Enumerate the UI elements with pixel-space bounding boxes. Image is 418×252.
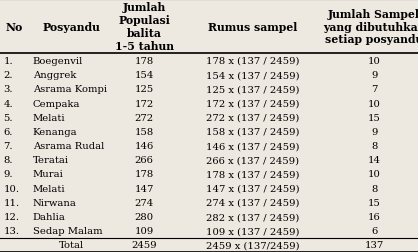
Text: 6: 6 [371,226,377,235]
Text: 2.: 2. [3,71,13,80]
Text: 3.: 3. [3,85,13,94]
Text: 146 x (137 / 2459): 146 x (137 / 2459) [206,142,300,150]
Text: 10: 10 [368,170,380,179]
Text: 178: 178 [135,170,154,179]
Text: 9: 9 [371,128,377,136]
Text: 10.: 10. [3,184,19,193]
Text: 15: 15 [368,198,380,207]
Text: 158: 158 [135,128,154,136]
Text: 274: 274 [135,198,154,207]
Text: 7.: 7. [3,142,13,150]
Text: 266: 266 [135,156,154,165]
Text: 10: 10 [368,99,380,108]
Text: 1.: 1. [3,57,13,66]
Text: 7: 7 [371,85,377,94]
Text: 272: 272 [135,113,154,122]
Text: Kenanga: Kenanga [33,128,77,136]
Text: Melati: Melati [33,184,65,193]
Text: 14: 14 [367,156,381,165]
Text: 109 x (137 / 2459): 109 x (137 / 2459) [206,226,300,235]
Text: 9.: 9. [3,170,13,179]
Text: Posyandu: Posyandu [42,22,100,33]
Text: Jumlah
Populasi
balita
1-5 tahun: Jumlah Populasi balita 1-5 tahun [115,3,174,52]
Text: 12.: 12. [3,212,19,221]
Text: 4.: 4. [3,99,13,108]
Text: 6.: 6. [3,128,13,136]
Text: 2459: 2459 [131,240,157,249]
Text: 280: 280 [135,212,154,221]
Text: Total: Total [59,240,84,249]
Text: 109: 109 [135,226,154,235]
Text: 274 x (137 / 2459): 274 x (137 / 2459) [206,198,300,207]
Text: 137: 137 [364,240,384,249]
Text: 266 x (137 / 2459): 266 x (137 / 2459) [206,156,299,165]
Text: 125 x (137 / 2459): 125 x (137 / 2459) [206,85,300,94]
Text: 8: 8 [371,184,377,193]
Text: Rumus sampel: Rumus sampel [208,22,298,33]
Text: 146: 146 [135,142,154,150]
Text: 282 x (137 / 2459): 282 x (137 / 2459) [206,212,300,221]
Text: 172: 172 [135,99,154,108]
Text: 158 x (137 / 2459): 158 x (137 / 2459) [206,128,300,136]
Text: Nirwana: Nirwana [33,198,76,207]
Text: 125: 125 [135,85,154,94]
Text: Jumlah Sampel
yang dibutuhkan
setiap posyandu: Jumlah Sampel yang dibutuhkan setiap pos… [323,9,418,45]
Text: 272 x (137 / 2459): 272 x (137 / 2459) [206,113,300,122]
Text: Asrama Kompi: Asrama Kompi [33,85,107,94]
Text: 15: 15 [368,113,380,122]
Text: 154: 154 [135,71,154,80]
Text: 5.: 5. [3,113,13,122]
Text: 172 x (137 / 2459): 172 x (137 / 2459) [206,99,300,108]
Text: Asrama Rudal: Asrama Rudal [33,142,104,150]
Text: 10: 10 [368,57,380,66]
Text: Teratai: Teratai [33,156,69,165]
Text: Sedap Malam: Sedap Malam [33,226,102,235]
Text: 178 x (137 / 2459): 178 x (137 / 2459) [206,57,300,66]
Text: 13.: 13. [3,226,19,235]
Text: Anggrek: Anggrek [33,71,76,80]
Text: Dahlia: Dahlia [33,212,66,221]
Text: 178: 178 [135,57,154,66]
Text: 147 x (137 / 2459): 147 x (137 / 2459) [206,184,300,193]
Text: 11.: 11. [3,198,20,207]
Text: Boegenvil: Boegenvil [33,57,83,66]
Text: 9: 9 [371,71,377,80]
Text: 8: 8 [371,142,377,150]
Text: 2459 x (137/2459): 2459 x (137/2459) [206,240,300,249]
Text: 8.: 8. [3,156,13,165]
Text: Cempaka: Cempaka [33,99,80,108]
Text: Melati: Melati [33,113,65,122]
Text: Murai: Murai [33,170,64,179]
Text: 16: 16 [368,212,380,221]
Text: 147: 147 [135,184,154,193]
Text: No: No [6,22,23,33]
Text: 178 x (137 / 2459): 178 x (137 / 2459) [206,170,300,179]
Text: 154 x (137 / 2459): 154 x (137 / 2459) [206,71,300,80]
